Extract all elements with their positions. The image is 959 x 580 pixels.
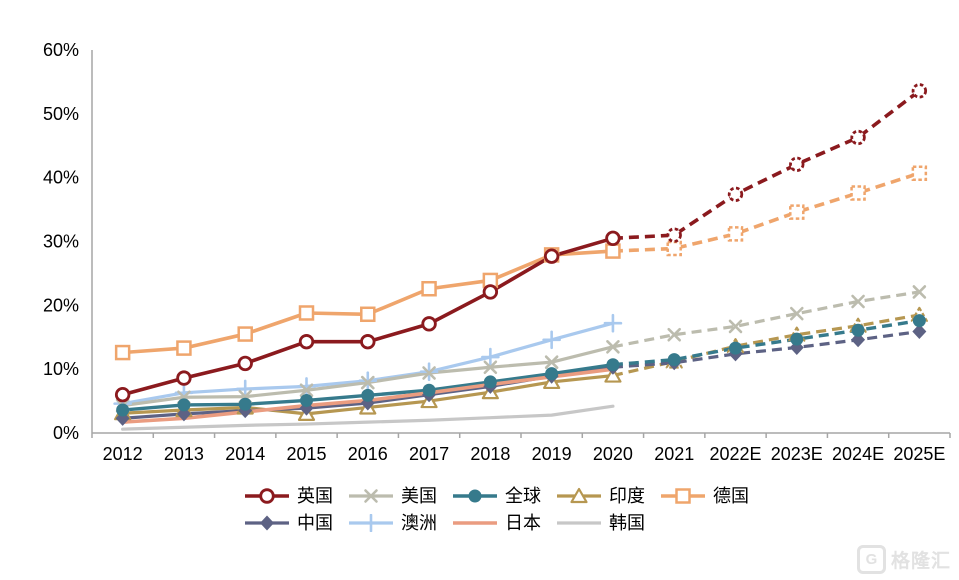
x-axis-label: 2012	[103, 444, 143, 464]
x-axis-label: 2024E	[832, 444, 884, 464]
legend-marker-plus	[349, 514, 393, 532]
legend-marker-circle-open	[245, 488, 289, 504]
legend-item-全球: 全球	[452, 487, 541, 505]
legend-label: 中国	[297, 513, 333, 533]
legend-item-日本: 日本	[452, 514, 541, 532]
legend-item-印度: 印度	[556, 487, 645, 505]
legend-item-中国: 中国	[244, 514, 333, 532]
x-axis-label: 2016	[348, 444, 388, 464]
x-axis-label: 2014	[225, 444, 265, 464]
markers-英国	[114, 83, 928, 403]
series-德国	[120, 171, 920, 355]
legend-label: 韩国	[609, 513, 645, 533]
legend-label: 澳洲	[401, 513, 437, 533]
x-axis-label: 2021	[654, 444, 694, 464]
x-axis-label: 2019	[532, 444, 572, 464]
legend-row: 英国 美国 全球 印度 德国	[244, 487, 764, 505]
x-axis-label: 2022E	[709, 444, 761, 464]
gelonghui-logo-icon: G	[856, 545, 886, 574]
x-axis-label: 2017	[409, 444, 449, 464]
y-axis-label: 20%	[43, 295, 79, 315]
legend-item-德国: 德国	[660, 487, 749, 505]
y-axis-label: 10%	[43, 359, 79, 379]
x-axis-label: 2023E	[771, 444, 823, 464]
legend-marker-none	[557, 521, 601, 525]
legend-label: 印度	[609, 486, 645, 506]
markers-全球	[116, 314, 926, 417]
legend-marker-triangle-open	[557, 487, 601, 504]
legend-marker-x	[349, 489, 393, 503]
legend-label: 日本	[505, 513, 541, 533]
legend-label: 英国	[297, 486, 333, 506]
x-axis-label: 2025E	[893, 444, 945, 464]
y-axis-label: 30%	[43, 232, 79, 252]
x-axis-label: 2020	[593, 444, 633, 464]
y-axis-label: 0%	[53, 423, 79, 443]
legend-item-澳洲: 澳洲	[348, 514, 437, 532]
legend-label: 全球	[505, 486, 541, 506]
legend-marker-diamond-filled	[245, 515, 289, 531]
legend-item-美国: 美国	[348, 487, 437, 505]
markers-德国	[114, 165, 928, 361]
line-chart: 0% 10% 20% 30% 40% 50% 60% 2012 2013 2014 2015 2016…	[43, 40, 951, 464]
legend-marker-circle-filled	[453, 489, 497, 503]
watermark-gelonghui: G 格隆汇	[856, 545, 951, 574]
legend-label: 德国	[713, 486, 749, 506]
legend-marker-none	[453, 521, 497, 525]
legend-item-韩国: 韩国	[556, 514, 645, 532]
legend-label: 美国	[401, 486, 437, 506]
y-axis-label: 60%	[43, 40, 79, 60]
y-axis-label: 50%	[43, 104, 79, 124]
chart-legend: 英国 美国 全球 印度 德国中国 澳洲 日本 韩国	[244, 487, 764, 532]
legend-marker-square-open	[661, 488, 705, 504]
legend-row: 中国 澳洲 日本 韩国	[244, 514, 764, 532]
watermark-text: 格隆汇	[890, 551, 951, 572]
x-axis-label: 2018	[470, 444, 510, 464]
series-韩国	[121, 404, 615, 431]
x-axis-label: 2013	[164, 444, 204, 464]
legend-item-英国: 英国	[244, 487, 333, 505]
y-axis-label: 40%	[43, 168, 79, 188]
x-axis-label: 2015	[286, 444, 326, 464]
